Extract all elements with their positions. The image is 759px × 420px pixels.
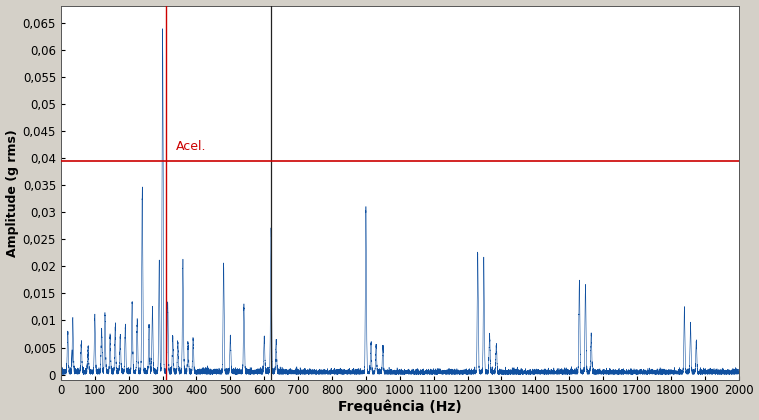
Text: Acel.: Acel. — [176, 140, 206, 153]
X-axis label: Frequência (Hz): Frequência (Hz) — [338, 400, 461, 415]
Y-axis label: Amplitude (g rms): Amplitude (g rms) — [5, 129, 18, 257]
